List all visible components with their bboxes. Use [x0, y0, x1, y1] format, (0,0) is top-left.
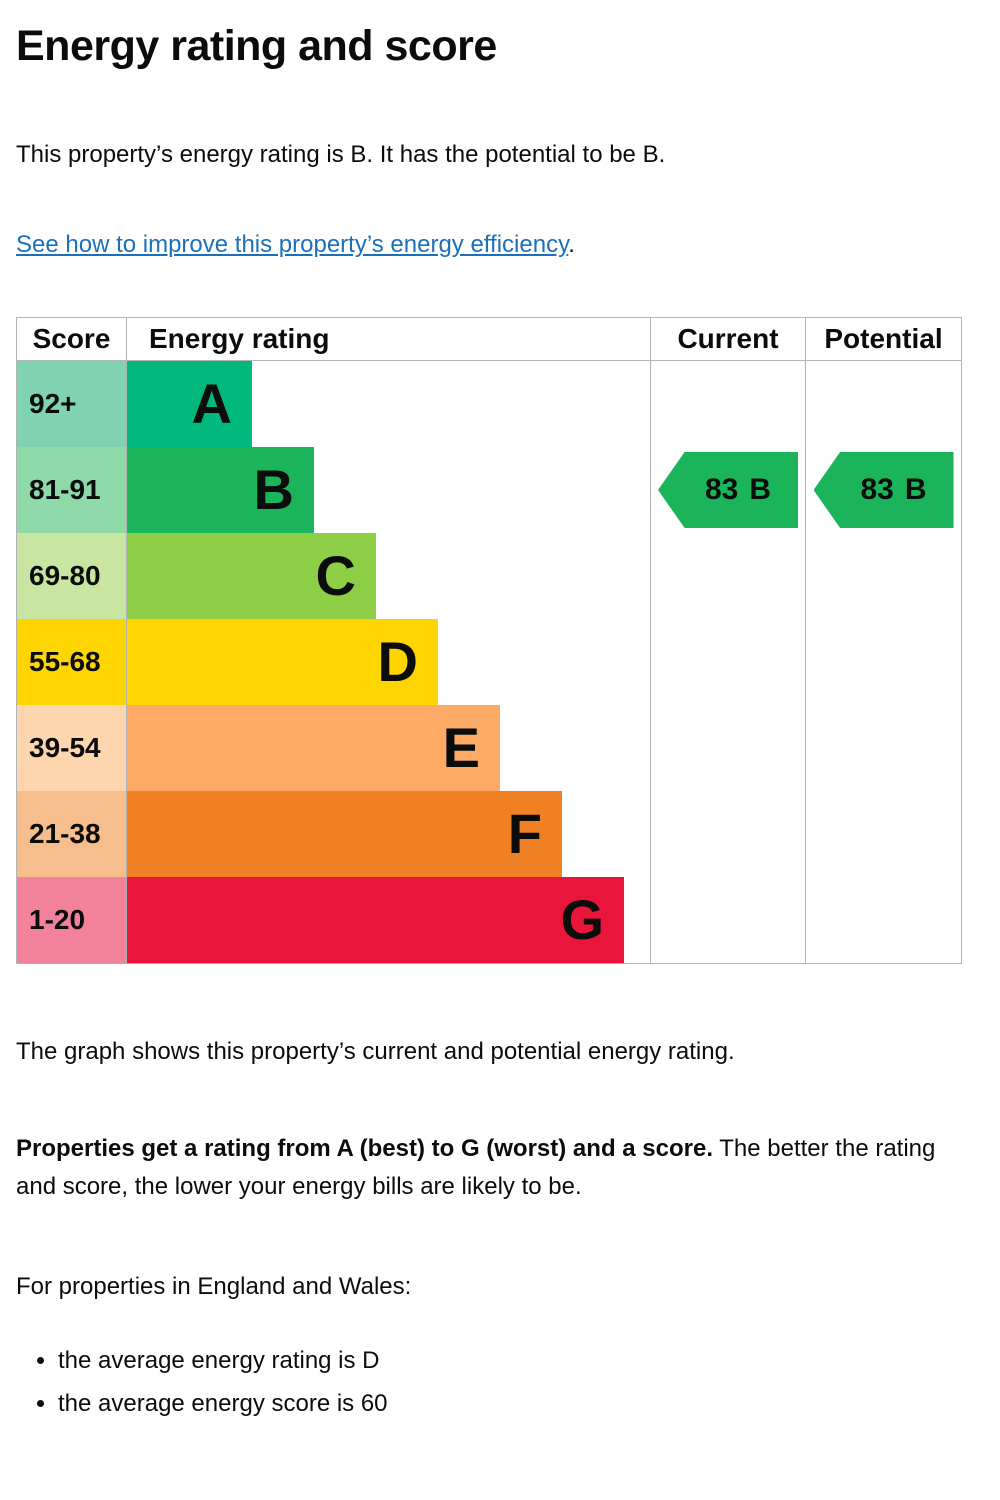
current-cell	[651, 533, 806, 619]
potential-cell	[806, 705, 961, 791]
header-potential: Potential	[824, 323, 943, 354]
potential-cell	[806, 619, 961, 705]
score-range: 92+	[29, 388, 77, 419]
current-score-value: 83	[704, 473, 739, 506]
score-range: 1-20	[29, 904, 86, 935]
score-range: 55-68	[29, 646, 101, 677]
improve-link-line: See how to improve this property’s energ…	[16, 231, 984, 259]
rating-letter: C	[315, 544, 356, 607]
band-row: 69-80 C	[17, 533, 961, 619]
average-rating-item: the average energy rating is D	[58, 1345, 984, 1376]
potential-rating-letter: B	[904, 473, 927, 506]
chart-caption: The graph shows this property’s current …	[16, 1038, 735, 1065]
header-current: Current	[651, 318, 806, 360]
header-score: Score	[17, 318, 127, 360]
rating-bar: D	[127, 619, 438, 705]
rating-bar: A	[127, 361, 252, 447]
average-score-item: the average energy score is 60	[58, 1388, 984, 1419]
page-title: Energy rating and score	[16, 22, 497, 70]
rating-bar: B	[127, 447, 314, 533]
score-range: 81-91	[29, 474, 101, 505]
rating-cell: D	[127, 619, 651, 705]
ratings-explainer: Properties get a rating from A (best) to…	[16, 1130, 962, 1207]
intro-text: This property’s energy rating is B. It h…	[16, 141, 666, 168]
potential-score-value: 83	[860, 473, 894, 506]
improve-link-period: .	[568, 231, 575, 258]
score-range-cell: 55-68	[17, 619, 127, 705]
improve-efficiency-link[interactable]: See how to improve this property’s energ…	[16, 231, 569, 258]
potential-cell	[806, 791, 961, 877]
band-row: 55-68 D	[17, 619, 961, 705]
potential-cell	[806, 361, 961, 447]
band-row: 1-20 G	[17, 877, 961, 963]
rating-bar: F	[127, 791, 562, 877]
rating-bar: E	[127, 705, 500, 791]
rating-cell: B	[127, 447, 651, 533]
score-range: 69-80	[29, 560, 101, 591]
energy-rating-chart: Score Energy rating Current Potential 92…	[16, 317, 962, 964]
rating-letter: E	[442, 716, 480, 779]
current-cell	[651, 791, 806, 877]
ratings-explainer-rest: The better the rating and score, the low…	[16, 1135, 936, 1201]
rating-cell: G	[127, 877, 651, 963]
band-row: 92+ A	[17, 361, 961, 447]
header-energy-rating: Energy rating	[127, 318, 651, 360]
band-row: 81-91 B 83 B 83 B	[17, 447, 961, 533]
rating-bar: G	[127, 877, 624, 963]
rating-letter: D	[377, 630, 418, 693]
score-range-cell: 92+	[17, 361, 127, 447]
current-cell	[651, 619, 806, 705]
score-range-cell: 21-38	[17, 791, 127, 877]
rating-bar: C	[127, 533, 376, 619]
current-rating-arrow: 83 B	[658, 452, 798, 528]
current-cell	[651, 877, 806, 963]
potential-cell	[806, 533, 961, 619]
band-row: 21-38 F	[17, 791, 961, 877]
rating-cell: F	[127, 791, 651, 877]
rating-letter: G	[560, 888, 604, 951]
score-range-cell: 69-80	[17, 533, 127, 619]
rating-letter: B	[253, 458, 294, 521]
ratings-explainer-bold: Properties get a rating from A (best) to…	[16, 1135, 713, 1162]
score-range-cell: 81-91	[17, 447, 127, 533]
rating-letter: F	[507, 802, 542, 865]
potential-cell: 83 B	[806, 447, 961, 533]
score-range: 39-54	[29, 732, 101, 763]
current-cell: 83 B	[651, 447, 806, 533]
rating-cell: C	[127, 533, 651, 619]
current-cell	[651, 361, 806, 447]
rating-cell: A	[127, 361, 651, 447]
current-cell	[651, 705, 806, 791]
regions-intro: For properties in England and Wales:	[16, 1272, 412, 1300]
score-range-cell: 39-54	[17, 705, 127, 791]
potential-cell	[806, 877, 961, 963]
rating-letter: A	[191, 372, 232, 435]
chart-header-row: Score Energy rating Current Potential	[17, 318, 961, 361]
score-range-cell: 1-20	[17, 877, 127, 963]
score-range: 21-38	[29, 818, 101, 849]
band-row: 39-54 E	[17, 705, 961, 791]
averages-list: the average energy rating is D the avera…	[16, 1345, 984, 1419]
potential-rating-arrow: 83 B	[813, 452, 954, 528]
current-rating-letter: B	[749, 473, 772, 506]
rating-cell: E	[127, 705, 651, 791]
